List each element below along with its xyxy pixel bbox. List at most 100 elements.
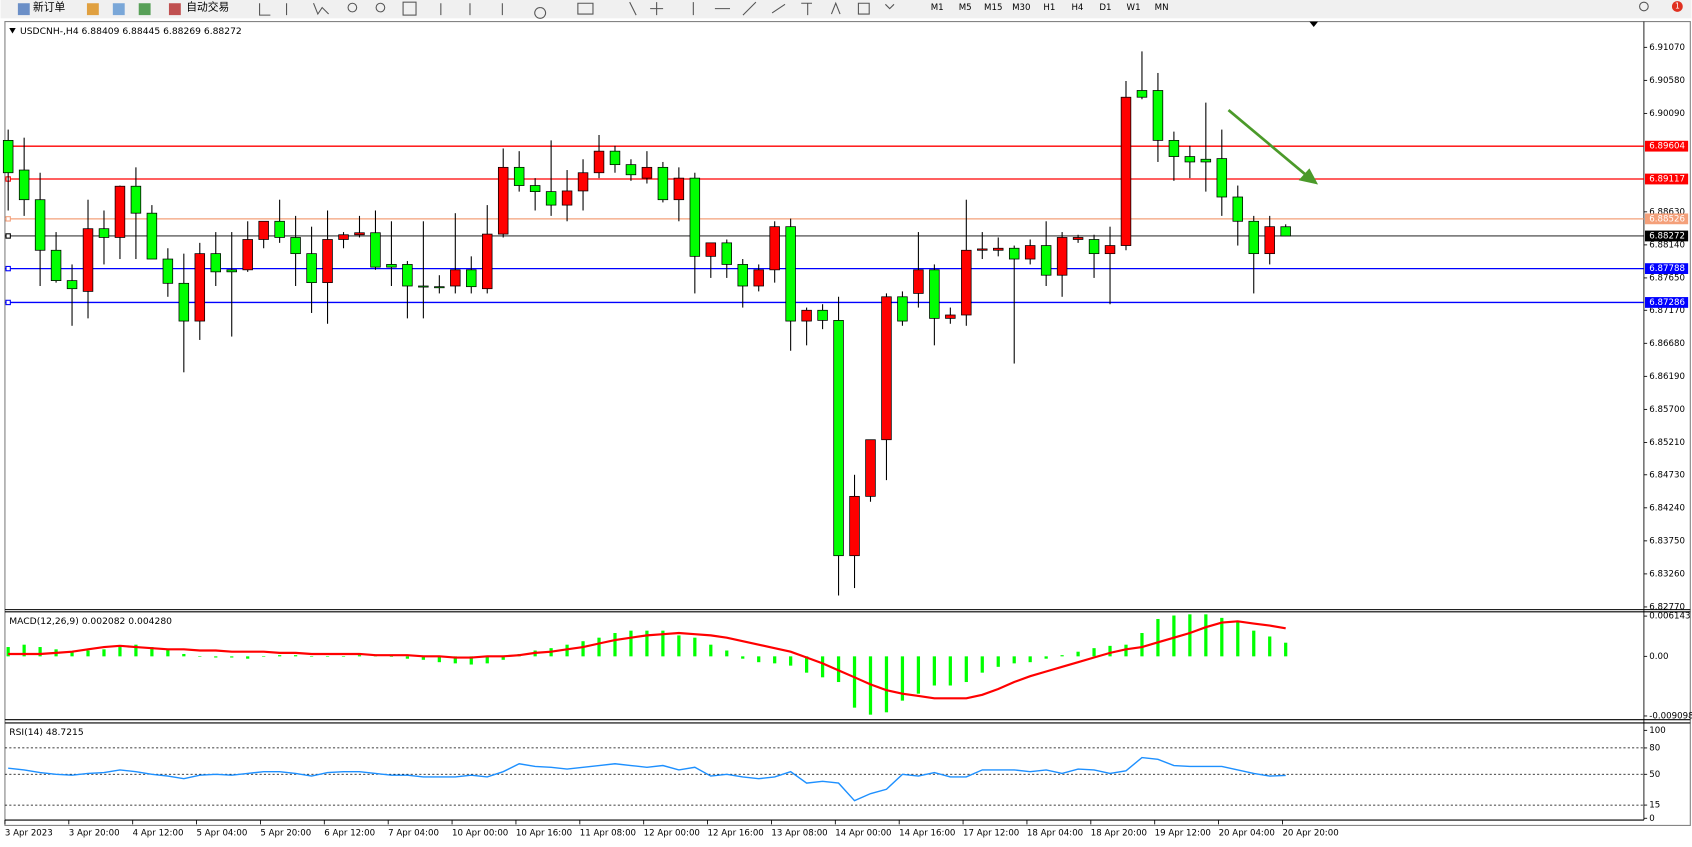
macd-bar — [22, 644, 26, 657]
timeframe-button[interactable]: M1 — [931, 3, 944, 13]
tile-windows[interactable] — [402, 1, 417, 16]
auto-trading-button[interactable]: 自动交易 — [186, 1, 229, 14]
candle-body — [753, 269, 764, 287]
candle-body — [497, 166, 509, 235]
y-tick-label: -0.009098 — [1649, 711, 1692, 721]
macd-bar — [134, 644, 138, 657]
candle-body — [1248, 220, 1259, 255]
macd-bar — [964, 656, 968, 683]
candle-body — [338, 234, 349, 240]
y-tick-label: 6.82770 — [1649, 602, 1685, 612]
macd-bar — [1188, 614, 1192, 657]
macd-bar — [597, 637, 601, 657]
timeframe-button[interactable]: H4 — [1071, 3, 1083, 13]
price-level-box — [1644, 140, 1689, 152]
candle-body — [178, 282, 190, 322]
macd-bar — [182, 653, 186, 657]
macd-bar — [1092, 648, 1096, 657]
candle-body — [577, 172, 589, 192]
macd-bar — [932, 656, 936, 686]
price-level-box — [1644, 173, 1689, 185]
macd-bar — [645, 630, 649, 657]
timeframe-button[interactable]: MN — [1155, 3, 1169, 13]
toolbar-icon[interactable] — [86, 3, 99, 16]
y-tick-label: 6.83750 — [1649, 536, 1685, 546]
candle-body — [98, 228, 110, 238]
x-tick-label: 19 Apr 12:00 — [1155, 828, 1211, 838]
macd-bar — [868, 656, 873, 715]
auto-trading-icon[interactable] — [168, 3, 181, 16]
macd-bar — [948, 656, 952, 686]
candle-body — [450, 269, 461, 287]
drawing-tools[interactable] — [440, 1, 895, 19]
search[interactable] — [1639, 1, 1649, 12]
candle-body — [865, 439, 876, 497]
y-tick-label: 6.83260 — [1649, 569, 1685, 579]
timeframe-button[interactable]: M15 — [984, 3, 1002, 13]
candle-body — [1120, 96, 1132, 246]
x-tick-label: 3 Apr 20:00 — [69, 828, 120, 838]
candle-body — [961, 249, 972, 316]
toolbar-icon[interactable] — [138, 3, 151, 16]
new-order-icon[interactable] — [17, 3, 30, 16]
macd-bar — [469, 656, 473, 665]
candle-body — [1264, 226, 1275, 255]
candle-body — [482, 233, 493, 290]
candle-body — [1216, 158, 1228, 198]
macd-bar — [884, 656, 889, 713]
y-tick-label: 6.84730 — [1649, 470, 1685, 480]
price-level-handle — [5, 265, 11, 272]
x-tick-label: 7 Apr 04:00 — [388, 828, 439, 838]
candle-body — [849, 495, 860, 557]
timeframe-button[interactable]: M30 — [1012, 3, 1030, 13]
x-tick-label: 18 Apr 20:00 — [1091, 828, 1147, 838]
candle-body — [274, 220, 285, 238]
macd-bar — [198, 656, 202, 657]
zoom-out[interactable] — [375, 2, 386, 13]
x-tick-label: 12 Apr 00:00 — [644, 828, 700, 838]
macd-bar — [661, 630, 665, 657]
y-tick-label: 6.86190 — [1649, 372, 1685, 382]
candle-body — [833, 320, 844, 557]
y-tick-label: 6.91070 — [1649, 43, 1685, 53]
tool-icons[interactable] — [259, 3, 330, 16]
y-tick-label: 6.88630 — [1649, 207, 1685, 217]
macd-bar — [1220, 617, 1224, 657]
zoom-in[interactable] — [347, 2, 358, 13]
candle-body — [1232, 196, 1244, 222]
macd-bar — [166, 649, 170, 657]
y-tick-label: 6.88140 — [1649, 240, 1685, 250]
y-tick-label: 6.86680 — [1649, 339, 1685, 349]
candle-body — [386, 264, 397, 268]
candle-body — [162, 258, 174, 284]
candle-body — [146, 212, 158, 260]
x-tick-label: 4 Apr 12:00 — [133, 828, 184, 838]
candle-body — [977, 248, 988, 251]
alert-badge[interactable] — [1671, 1, 1683, 12]
candle-body — [545, 191, 557, 206]
y-tick-label: 80 — [1649, 743, 1660, 753]
macd-bar — [1268, 636, 1272, 657]
candle-body — [929, 269, 940, 319]
price-level-label: 6.88526 — [1649, 214, 1685, 224]
timeframe-button[interactable]: D1 — [1099, 3, 1111, 13]
toolbar-icon[interactable] — [112, 3, 125, 16]
timeframe-button[interactable]: H1 — [1043, 3, 1055, 13]
macd-bar — [325, 656, 330, 657]
x-tick-label: 20 Apr 20:00 — [1282, 828, 1338, 838]
alert-count: 1 — [1675, 1, 1680, 10]
symbol-menu[interactable] — [9, 28, 16, 34]
macd-bar — [773, 656, 777, 664]
candle-body — [529, 185, 541, 192]
timeframe-button[interactable]: W1 — [1127, 3, 1141, 13]
macd-bar — [246, 656, 250, 659]
y-tick-label: 6.85700 — [1649, 405, 1685, 415]
x-tick-label: 11 Apr 08:00 — [580, 828, 636, 838]
timeframe-button[interactable]: M5 — [959, 3, 972, 13]
macd-bar — [677, 635, 681, 657]
candle-body — [897, 296, 908, 322]
macd-bar — [357, 655, 362, 657]
new-order-button[interactable]: 新订单 — [33, 1, 66, 14]
